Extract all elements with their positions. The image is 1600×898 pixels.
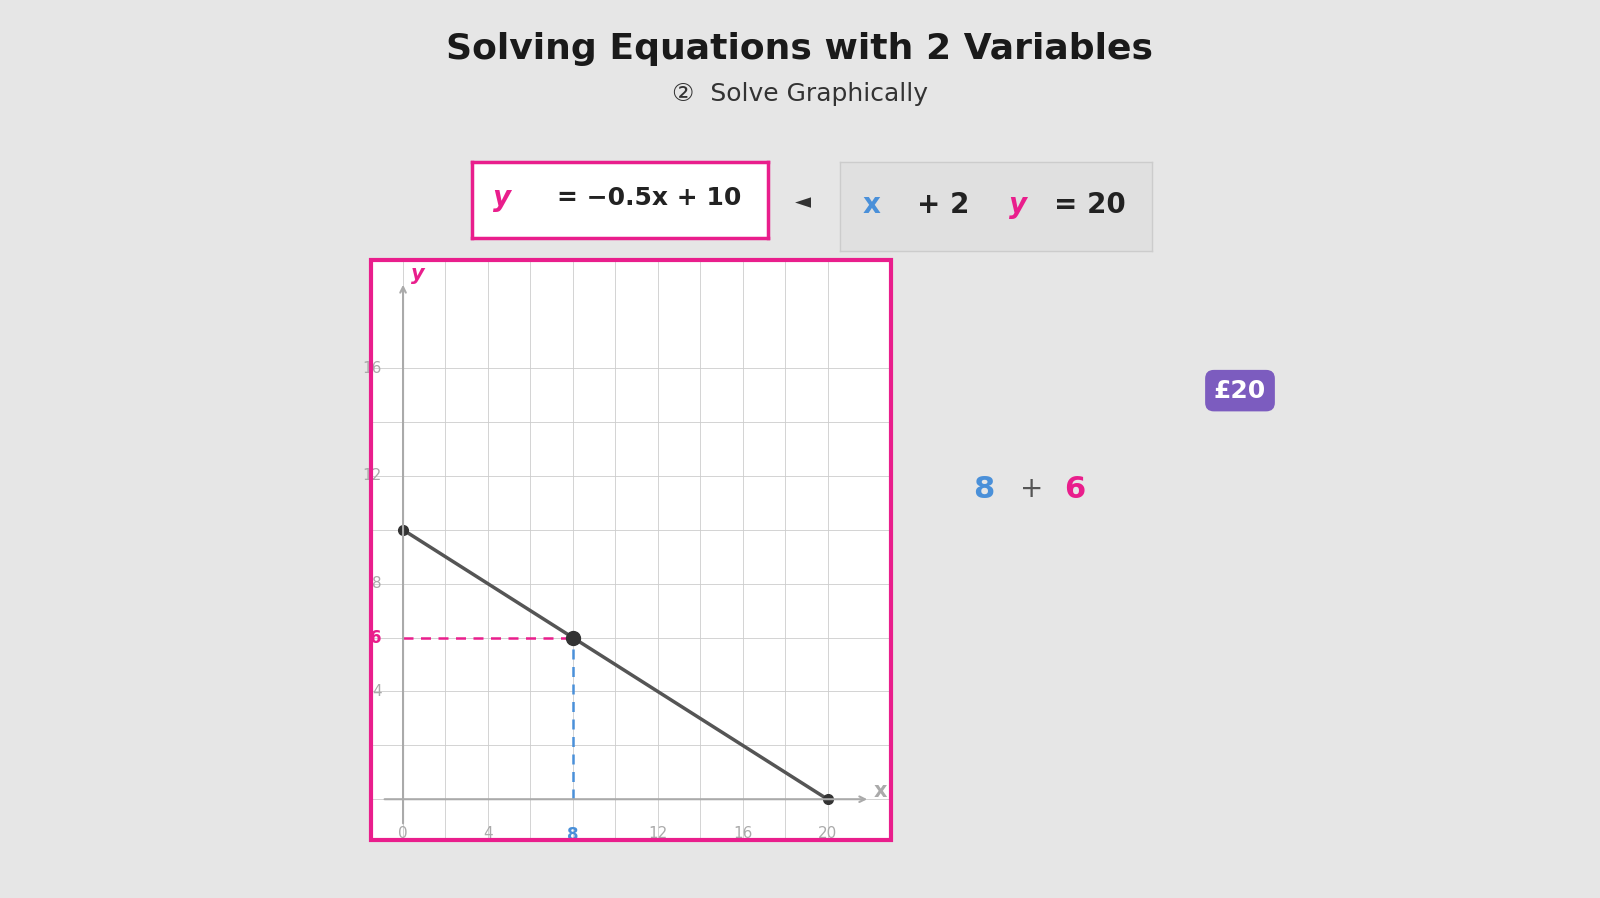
Text: 12: 12 (363, 469, 382, 483)
Text: + 2: + 2 (917, 190, 970, 219)
Text: y: y (493, 184, 510, 212)
Text: 16: 16 (363, 361, 382, 375)
Text: 4: 4 (483, 826, 493, 841)
Text: = −0.5x + 10: = −0.5x + 10 (557, 186, 742, 210)
Text: 0: 0 (398, 826, 408, 841)
Text: ②  Solve Graphically: ② Solve Graphically (672, 83, 928, 106)
Text: x: x (874, 781, 888, 801)
Text: 6: 6 (370, 629, 382, 647)
Text: = 20: = 20 (1054, 190, 1125, 219)
Text: 8: 8 (566, 826, 579, 844)
Text: x: x (862, 190, 880, 219)
Text: y: y (411, 264, 424, 284)
Text: Solving Equations with 2 Variables: Solving Equations with 2 Variables (446, 32, 1154, 66)
Text: 12: 12 (648, 826, 667, 841)
Text: 6: 6 (1064, 475, 1086, 504)
Text: 8: 8 (373, 577, 382, 591)
Text: 16: 16 (733, 826, 752, 841)
Text: 20: 20 (818, 826, 837, 841)
Text: ◄: ◄ (795, 192, 811, 212)
Text: £20: £20 (1214, 379, 1266, 402)
Text: 4: 4 (373, 684, 382, 699)
Text: +: + (1021, 475, 1043, 504)
Text: 8: 8 (973, 475, 995, 504)
Text: y: y (1008, 190, 1027, 219)
